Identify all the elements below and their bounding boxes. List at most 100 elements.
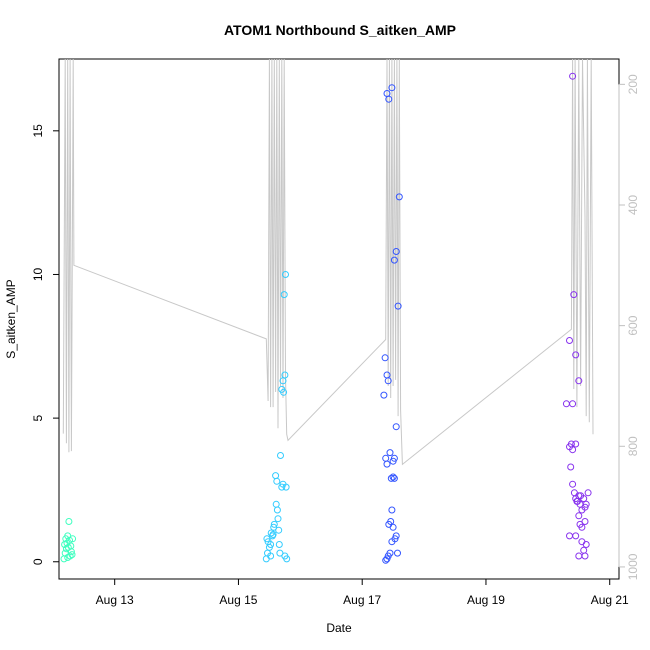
data-point-s2-15	[274, 515, 282, 523]
data-points-layer	[60, 72, 592, 564]
data-point-s4-11	[572, 440, 580, 448]
data-point-s3-32	[390, 474, 398, 482]
y-tick-label: 0	[31, 558, 45, 565]
data-point-s3-2	[381, 354, 389, 362]
data-point-s4-4	[572, 351, 580, 359]
data-point-s4-29	[566, 532, 573, 540]
data-point-s4-30	[578, 538, 586, 546]
data-point-s4-2	[570, 291, 578, 299]
data-point-s2-13	[272, 500, 280, 508]
data-point-s3-15	[389, 523, 397, 531]
data-point-s3-31	[389, 473, 397, 481]
data-point-s4-22	[582, 500, 590, 508]
data-point-s4-34	[575, 552, 583, 560]
data-point-s3-27	[390, 256, 398, 264]
x-tick-label: Aug 17	[343, 593, 381, 607]
data-point-s2-1	[262, 555, 270, 563]
data-point-s2-9	[270, 523, 278, 531]
data-point-s4-13	[569, 480, 577, 488]
data-point-s2-6	[267, 541, 275, 548]
data-point-s3-29	[395, 193, 403, 201]
data-point-s2-25	[281, 371, 289, 379]
secondary-y-tick-label: 1000	[626, 553, 640, 580]
data-point-s3-14	[388, 506, 396, 514]
data-point-s1-13	[67, 548, 75, 556]
x-tick-label: Aug 19	[467, 593, 505, 607]
y-axis: 0 5 10 15	[31, 124, 60, 565]
data-point-s3-21	[386, 549, 394, 557]
data-point-s4-27	[581, 518, 589, 525]
data-point-s3-22	[382, 556, 390, 564]
data-point-s4-24	[575, 512, 583, 520]
data-point-s2-24	[280, 388, 288, 396]
data-point-s4-36	[577, 492, 585, 500]
data-point-s3-28	[392, 248, 400, 255]
data-point-s4-26	[578, 523, 586, 531]
data-point-s4-10	[569, 446, 577, 454]
secondary-y-axis: 200 400 600 800 1000	[618, 74, 640, 580]
x-tick-label: Aug 21	[591, 593, 629, 607]
x-axis: Aug 13 Aug 15 Aug 17 Aug 19 Aug 21	[96, 578, 629, 607]
data-point-s3-5	[382, 454, 390, 462]
data-point-s4-32	[581, 552, 589, 560]
data-point-s2-26	[280, 291, 288, 299]
data-point-s3-1	[380, 391, 388, 399]
data-point-s4-7	[569, 400, 577, 408]
y-tick-label: 5	[31, 414, 45, 421]
data-point-s3-4	[384, 377, 392, 385]
y-tick-label: 15	[31, 124, 45, 138]
overlay-line	[62, 59, 594, 466]
data-point-s2-19	[277, 452, 284, 459]
plot-border	[58, 58, 620, 580]
x-axis-label: Date	[326, 621, 352, 635]
data-point-s2-12	[273, 477, 281, 485]
data-point-s3-6	[383, 460, 391, 468]
overlay-line-layer	[62, 59, 594, 466]
data-point-s2-11	[272, 472, 280, 480]
data-point-s3-26	[388, 84, 396, 92]
plot-frame	[58, 58, 620, 580]
data-point-s3-30	[394, 302, 402, 310]
data-point-s3-25	[385, 95, 393, 103]
secondary-y-tick-label: 200	[626, 74, 640, 94]
data-point-s4-5	[575, 377, 583, 385]
data-point-s3-10	[390, 454, 398, 462]
secondary-y-tick-label: 600	[626, 315, 640, 335]
data-point-s4-31	[580, 546, 588, 554]
data-point-s3-11	[392, 423, 400, 431]
y-tick-label: 10	[31, 267, 45, 281]
x-tick-label: Aug 13	[96, 593, 134, 607]
data-point-s4-33	[582, 541, 590, 548]
data-point-s3-18	[394, 549, 401, 557]
x-tick-label: Aug 15	[219, 593, 257, 607]
data-point-s3-17	[392, 532, 400, 540]
data-point-s4-6	[562, 400, 570, 408]
y-axis-label: S_aitken_AMP	[4, 279, 18, 358]
data-point-s3-3	[383, 371, 391, 379]
data-point-s1-1	[60, 555, 68, 563]
data-point-s4-35	[573, 497, 581, 505]
secondary-y-tick-label: 800	[626, 436, 640, 456]
data-point-s2-17	[275, 541, 283, 548]
data-point-s4-23	[584, 489, 592, 497]
data-point-s1-9	[65, 518, 73, 525]
data-point-s1-14	[69, 535, 77, 543]
data-point-s3-7	[386, 449, 394, 457]
data-point-s2-18	[276, 549, 284, 557]
data-point-s4-3	[566, 337, 573, 344]
data-point-s1-16	[64, 554, 72, 561]
data-point-s4-28	[572, 532, 580, 540]
data-point-s2-30	[281, 552, 289, 560]
data-point-s4-1	[569, 72, 577, 80]
data-point-s2-32	[269, 531, 277, 538]
data-point-s2-14	[273, 506, 281, 514]
data-point-s3-8	[387, 474, 395, 482]
data-point-s2-31	[267, 552, 275, 560]
data-point-s2-27	[282, 271, 289, 278]
data-point-s2-8	[267, 529, 275, 537]
data-point-s2-16	[275, 526, 283, 534]
data-point-s3-13	[387, 518, 395, 525]
data-point-s2-28	[282, 483, 290, 491]
secondary-y-tick-label: 400	[626, 195, 640, 215]
